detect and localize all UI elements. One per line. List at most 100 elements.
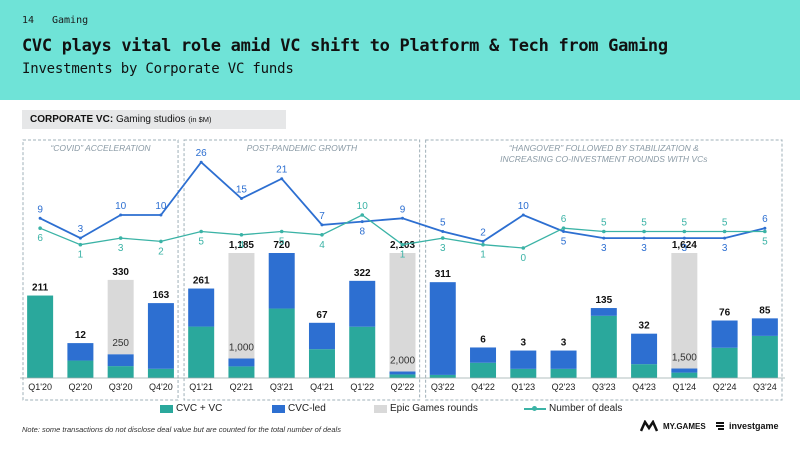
bar-cvc-led-9 — [389, 371, 416, 375]
x-tick-7: Q4'21 — [310, 382, 334, 392]
point-cvc-led-deals-18 — [763, 226, 767, 230]
bar-cvc-led-10 — [429, 282, 456, 375]
point-cvc-led-deals-3 — [159, 213, 163, 217]
bar-cvc-vc-10 — [429, 374, 456, 378]
point-number-of-deals-4 — [199, 229, 203, 234]
x-tick-5: Q2'21 — [230, 382, 254, 392]
x-tick-11: Q4'22 — [471, 382, 495, 392]
total-label-12: 3 — [521, 338, 527, 349]
chart-label: CORPORATE VC: Gaming studios (in $M) — [22, 110, 286, 129]
legend-label-cvc-led: CVC-led — [288, 403, 326, 414]
x-tick-3: Q4'20 — [149, 382, 173, 392]
point-cvc-led-deals-0 — [38, 216, 42, 220]
bar-cvc-led-13 — [550, 350, 577, 369]
point-label-cvc-led-deals-10: 5 — [440, 218, 446, 229]
point-cvc-led-deals-4 — [199, 160, 203, 164]
mygames-icon — [640, 420, 659, 432]
bar-cvc-led-8 — [349, 280, 376, 327]
total-label-14: 135 — [595, 295, 612, 306]
x-tick-4: Q1'21 — [189, 382, 213, 392]
point-number-of-deals-7 — [320, 233, 324, 237]
point-label-number-of-deals-1: 1 — [78, 250, 84, 261]
bar-cvc-led-12 — [510, 350, 537, 369]
point-label-number-of-deals-10: 3 — [440, 243, 446, 254]
point-label-number-of-deals-18: 5 — [762, 237, 768, 248]
point-label-number-of-deals-12: 0 — [521, 253, 527, 264]
point-label-number-of-deals-9: 1 — [400, 250, 406, 261]
x-tick-6: Q3'21 — [270, 382, 294, 392]
investment-chart: “COVID” ACCELERATION POST-PANDEMIC GROWTH… — [20, 139, 785, 401]
bar-cvc-vc-18 — [751, 335, 778, 378]
point-label-number-of-deals-16: 5 — [682, 218, 688, 229]
total-label-1: 12 — [75, 330, 87, 341]
period-box-0 — [22, 139, 179, 401]
epic-label-5: 1,000 — [229, 342, 254, 353]
chart-label-unit: (in $M) — [188, 115, 212, 124]
point-cvc-led-deals-11 — [481, 239, 485, 243]
point-label-cvc-led-deals-12: 10 — [518, 201, 530, 212]
point-cvc-led-deals-15 — [642, 236, 646, 240]
point-number-of-deals-2 — [118, 236, 123, 240]
total-label-8: 322 — [354, 268, 371, 279]
x-tick-12: Q1'23 — [511, 382, 535, 392]
bar-cvc-led-4 — [188, 288, 215, 327]
point-cvc-led-deals-5 — [239, 197, 243, 200]
x-tick-17: Q2'24 — [713, 382, 737, 392]
legend-swatch-deals — [524, 405, 546, 411]
x-tick-13: Q2'23 — [552, 382, 576, 392]
total-label-18: 85 — [759, 305, 771, 316]
bar-epic-5 — [228, 253, 255, 359]
line-cvc-led-deals — [39, 160, 766, 243]
point-label-number-of-deals-6: 5 — [279, 237, 285, 248]
point-number-of-deals-1 — [78, 242, 83, 247]
legend-deals: Number of deals — [524, 403, 622, 414]
point-number-of-deals-16 — [682, 229, 687, 234]
point-cvc-led-deals-12 — [521, 213, 525, 217]
total-label-5: 1,185 — [229, 240, 254, 251]
point-number-of-deals-3 — [159, 239, 163, 244]
point-label-number-of-deals-0: 6 — [37, 233, 43, 244]
point-label-number-of-deals-5: 4 — [239, 240, 245, 251]
point-label-number-of-deals-2: 3 — [118, 243, 124, 254]
total-label-0: 211 — [32, 283, 49, 294]
point-label-cvc-led-deals-8: 8 — [359, 227, 365, 238]
bar-cvc-led-15 — [631, 333, 658, 365]
bar-cvc-vc-16 — [671, 372, 698, 378]
point-label-number-of-deals-14: 5 — [601, 218, 607, 229]
section-name: Gaming — [52, 15, 89, 26]
epic-label-2: 250 — [112, 338, 129, 349]
point-number-of-deals-12 — [521, 246, 526, 250]
bar-cvc-led-18 — [751, 318, 778, 336]
point-label-number-of-deals-13: 6 — [561, 214, 567, 225]
x-tick-2: Q3'20 — [109, 382, 133, 392]
total-label-13: 3 — [561, 338, 567, 349]
period-box-1 — [183, 139, 421, 401]
x-tick-16: Q1'24 — [672, 382, 696, 392]
point-label-cvc-led-deals-13: 5 — [561, 237, 567, 248]
bar-epic-2 — [107, 279, 134, 355]
point-cvc-led-deals-2 — [119, 213, 123, 217]
point-number-of-deals-5 — [239, 233, 244, 237]
point-label-cvc-led-deals-15: 3 — [641, 243, 647, 254]
point-label-cvc-led-deals-0: 9 — [37, 204, 43, 215]
point-number-of-deals-6 — [279, 229, 284, 234]
point-label-number-of-deals-17: 5 — [722, 218, 728, 229]
point-cvc-led-deals-10 — [441, 230, 445, 233]
period-label2-2: INCREASING CO-INVESTMENT ROUNDS WITH VCs — [500, 154, 708, 164]
point-number-of-deals-15 — [642, 229, 646, 234]
page-title: CVC plays vital role amid VC shift to Pl… — [22, 36, 668, 56]
bar-cvc-led-17 — [711, 320, 738, 348]
point-cvc-led-deals-13 — [562, 230, 566, 233]
point-label-cvc-led-deals-1: 3 — [78, 224, 84, 235]
legend-cvc-vc: CVC + VC — [160, 403, 222, 414]
point-label-cvc-led-deals-6: 21 — [276, 165, 288, 176]
investgame-icon — [716, 422, 724, 430]
bar-cvc-vc-2 — [107, 366, 134, 378]
x-tick-9: Q2'22 — [391, 382, 415, 392]
bar-cvc-vc-1 — [67, 360, 94, 378]
bar-cvc-vc-6 — [268, 308, 295, 378]
point-label-cvc-led-deals-17: 3 — [722, 243, 728, 254]
bar-cvc-vc-9 — [389, 374, 416, 378]
point-cvc-led-deals-8 — [360, 220, 364, 224]
legend-label-deals: Number of deals — [549, 403, 623, 414]
